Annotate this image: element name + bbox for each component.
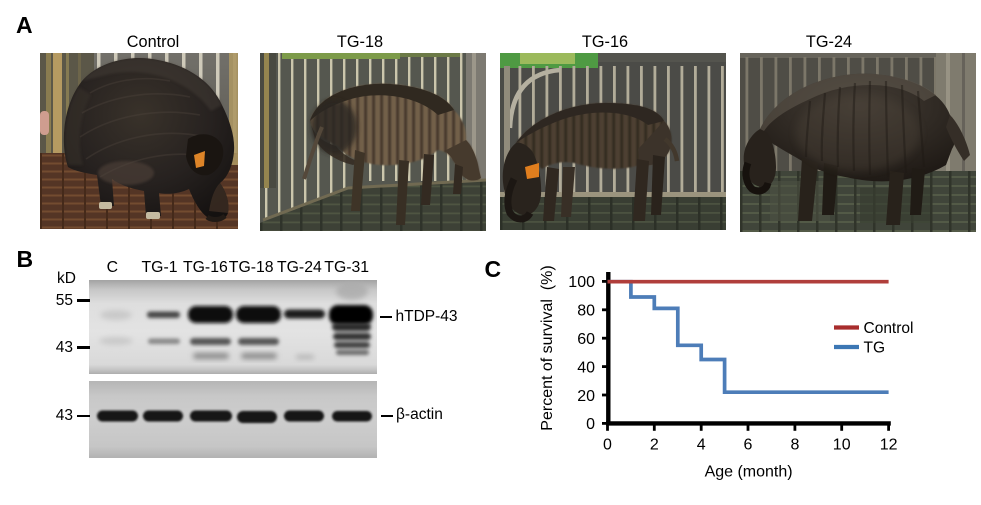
svg-text:12: 12 (880, 437, 898, 454)
svg-text:Age (month): Age (month) (705, 463, 793, 480)
svg-text:Control: Control (864, 320, 914, 337)
svg-text:8: 8 (790, 437, 799, 454)
svg-text:2: 2 (650, 437, 659, 454)
svg-text:0: 0 (603, 437, 612, 454)
svg-text:Percent of survival (%): Percent of survival (%) (539, 265, 556, 430)
svg-text:6: 6 (744, 437, 753, 454)
svg-text:10: 10 (833, 437, 851, 454)
svg-text:60: 60 (577, 331, 595, 348)
svg-text:4: 4 (697, 437, 706, 454)
svg-text:0: 0 (586, 416, 595, 433)
svg-text:40: 40 (577, 359, 595, 376)
svg-text:20: 20 (577, 388, 595, 405)
svg-text:TG: TG (864, 340, 886, 357)
svg-text:100: 100 (568, 274, 595, 291)
svg-text:80: 80 (577, 303, 595, 320)
